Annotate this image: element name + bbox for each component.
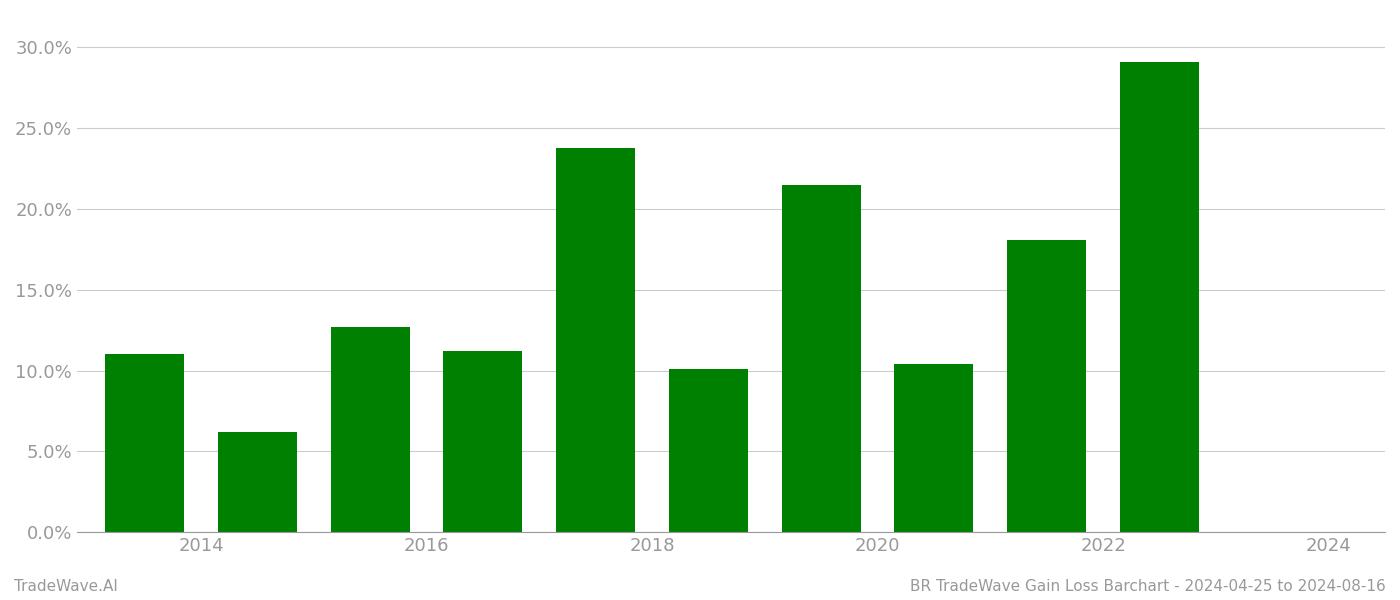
- Text: BR TradeWave Gain Loss Barchart - 2024-04-25 to 2024-08-16: BR TradeWave Gain Loss Barchart - 2024-0…: [910, 579, 1386, 594]
- Bar: [781, 185, 861, 532]
- Bar: [895, 364, 973, 532]
- Bar: [105, 355, 185, 532]
- Text: TradeWave.AI: TradeWave.AI: [14, 579, 118, 594]
- Bar: [444, 351, 522, 532]
- Bar: [218, 432, 297, 532]
- Bar: [556, 148, 636, 532]
- Bar: [1120, 62, 1198, 532]
- Bar: [330, 327, 410, 532]
- Bar: [1007, 239, 1086, 532]
- Bar: [669, 369, 748, 532]
